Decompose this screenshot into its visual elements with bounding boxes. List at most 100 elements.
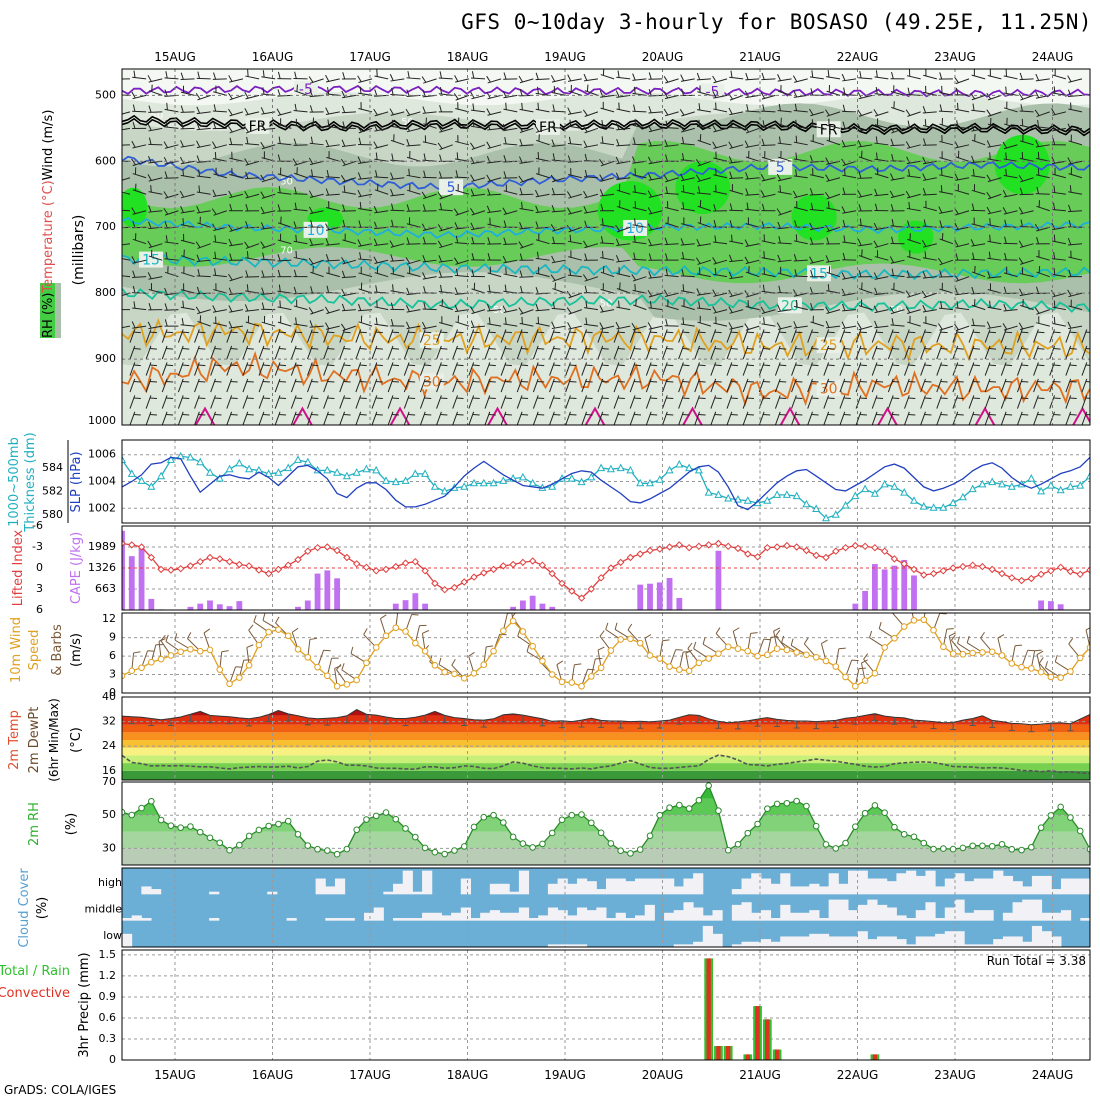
wind-barb-feather [504, 317, 507, 325]
lifted-index-point [920, 571, 928, 579]
cloud-row-label: middle [84, 903, 122, 916]
wind-barb-feather [859, 348, 867, 350]
lifted-index-point [1008, 574, 1016, 582]
rh2m-point [265, 822, 272, 830]
precip-convective-bar [726, 1045, 731, 1060]
wind-barb-feather [182, 331, 190, 334]
wind-barb-feather [665, 186, 668, 194]
cloud-cell-low [1022, 941, 1033, 947]
cape-bar [402, 600, 409, 610]
wind-barb-feather [245, 221, 249, 229]
wind-barb-feather [664, 237, 668, 245]
wind-barb-feather [731, 234, 733, 242]
wind-barb-feather [633, 413, 642, 416]
rh2m-point [940, 845, 947, 852]
cloud-cell-high [422, 870, 433, 895]
wind-barb-feather [244, 158, 249, 165]
wind-barb-feather [1005, 381, 1013, 383]
lifted-index-point [323, 543, 332, 551]
wind-barb-feather [808, 108, 814, 116]
wind-barb-feather [421, 191, 427, 198]
wind-barb-feather [311, 364, 319, 367]
wind-barb-feather [777, 74, 781, 81]
wind-barb-feather [228, 224, 233, 231]
wind-barb-feather [1052, 137, 1056, 145]
wind-barb [293, 144, 308, 146]
wind-barb-feather [229, 253, 233, 261]
wind-barb-feather [585, 381, 593, 383]
cloud-cell-middle [664, 912, 675, 921]
wind-barb-feather [647, 156, 652, 164]
lifted-index-point [959, 562, 967, 571]
rh2m-point [1067, 814, 1074, 821]
wind-barb-feather [246, 284, 249, 292]
wind-barb-feather [650, 397, 658, 400]
wind-barb-feather [1036, 186, 1040, 194]
wind-barb-feather [1036, 236, 1040, 244]
thickness-point [645, 478, 655, 487]
wind-barb-feather [970, 92, 975, 100]
cloud-cell-middle [412, 918, 423, 921]
wind-barb-feather [327, 331, 335, 334]
lifted-index-point [509, 560, 517, 569]
wind-speed-point [724, 643, 732, 651]
wind-speed-point [715, 650, 722, 657]
rh2m-point [891, 823, 898, 831]
wind-speed-point [255, 641, 263, 649]
rh-band [122, 785, 1090, 799]
wind-speed-point [167, 652, 175, 659]
thickness-point [743, 496, 752, 504]
wind-barb-feather [728, 254, 733, 262]
thickness-point [1027, 474, 1036, 482]
thickness-label: 1000~500mb [7, 437, 22, 527]
wind-barb-feather [714, 364, 722, 367]
wind-barb-feather [537, 413, 545, 416]
wind-speed-point [1057, 674, 1064, 681]
rh2m-point [998, 840, 1006, 848]
cape-bar [539, 603, 546, 610]
wind-barb-feather [665, 120, 668, 128]
cloud-cell-high [915, 875, 926, 895]
wind-barb-feather [763, 317, 765, 325]
rh2m-point [490, 811, 497, 819]
rh2m-point [910, 833, 918, 841]
slp-tick-label: 1004 [88, 475, 116, 488]
cloud-cell-low [1031, 925, 1043, 947]
wind-barb-feather [825, 109, 830, 116]
wind-barb-feather [389, 108, 394, 115]
wind-barb-feather [373, 256, 378, 264]
wind-barb-feather [892, 364, 900, 367]
wind-barb-feather [1005, 413, 1013, 416]
wind-barb-feather [600, 203, 604, 211]
wind-barb-feather [424, 413, 432, 416]
wind-barb-feather [375, 413, 383, 416]
wind-barb-feather [228, 238, 233, 246]
precip-convective-bar [716, 1045, 721, 1060]
wind-barb-feather [456, 331, 464, 334]
cape-bar [891, 565, 898, 610]
wind-barb-feather [616, 122, 620, 130]
lifted-index-point [607, 564, 615, 572]
wind-barb-feather [1085, 331, 1090, 333]
cloud-cell-high [509, 891, 520, 895]
cape-bar [392, 603, 399, 610]
wind-barb-feather [843, 331, 851, 334]
lifted-index-point [128, 541, 136, 549]
wind-barb-feather [1002, 141, 1008, 149]
wind-speed-point [122, 672, 126, 680]
wind-barb-feather [212, 189, 217, 197]
wind-barb-feather [795, 119, 798, 127]
wind-barb-feather [955, 87, 959, 95]
wind-barb-feather [615, 90, 620, 98]
wind-barb-feather [1021, 397, 1029, 400]
wind-barb-10m-feather [773, 627, 781, 632]
wind-barb-feather [841, 73, 846, 81]
lifted-index-point [890, 555, 899, 563]
wind-barb-feather [456, 348, 464, 350]
cloud-cell-high [644, 878, 655, 895]
rh2m-point [1076, 827, 1084, 835]
wind-barb-feather [262, 381, 270, 383]
wind-barb-feather [647, 289, 653, 297]
wind-barb-feather [390, 318, 394, 327]
wind-barb [809, 243, 824, 245]
